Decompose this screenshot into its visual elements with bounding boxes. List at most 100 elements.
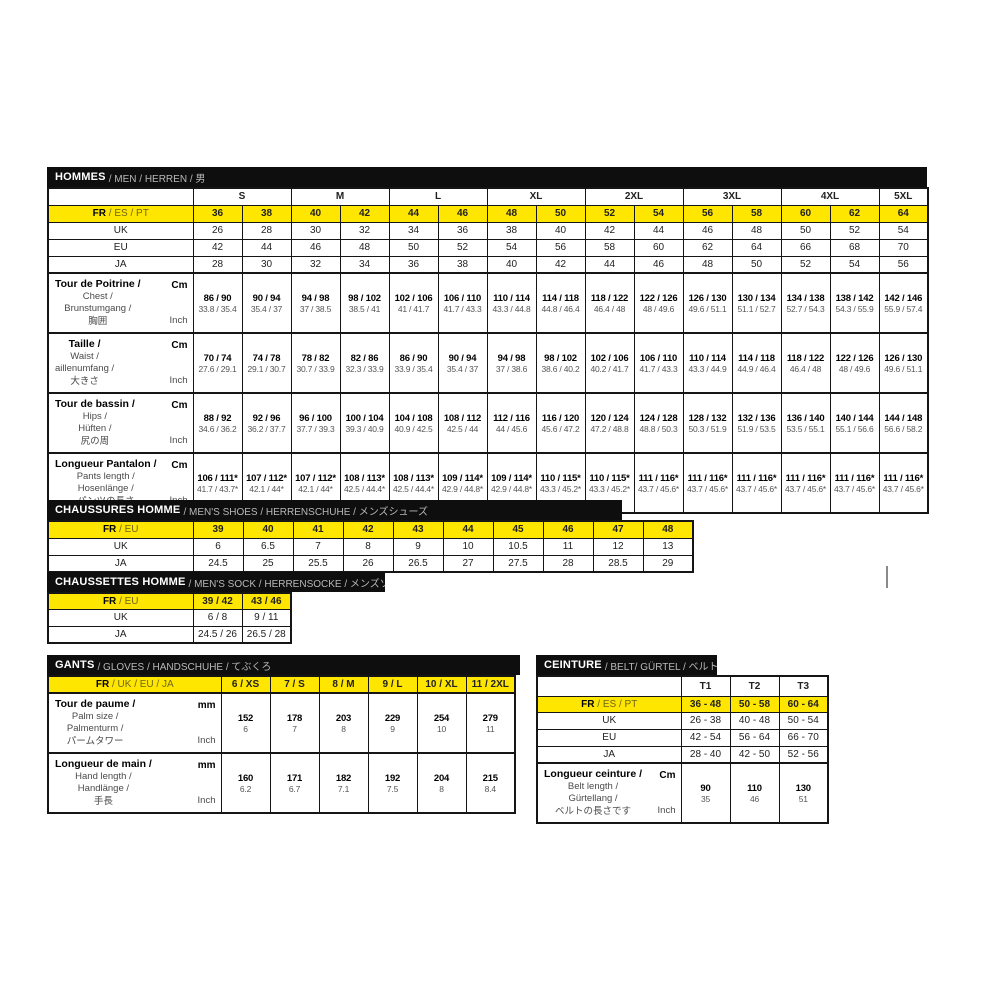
measure-label-cell: Longueur ceinture / Belt length / Gürtella… [536,762,682,824]
value-top: 109 / 114* [442,472,483,484]
fr-label: FR [102,524,117,536]
measure-label: Tour de bassin / Hips / Hüften / 尻の周 Cm Inch [49,395,192,452]
value-top: 110 / 114 [689,352,726,364]
belt-size-header-cell: T1 [680,675,731,697]
measure-label-line: Taille / [68,338,101,350]
measure-value: 98 / 102 38.6 / 40.2 [537,347,584,380]
measure-value-cell: 102 / 106 41 / 41.7 [388,272,439,334]
socks-header-bar: CHAUSSETTES HOMME / MEN'S SOCK / HERRENS… [47,572,385,592]
measure-value: 229 9 [369,707,416,740]
value-top: 111 / 116* [785,472,826,484]
row-label: UK [47,537,194,556]
uk-row: UK 26 28 30 32 34 36 38 40 42 44 46 48 50 52 54 [47,221,929,240]
measure-value: 70 / 74 27.6 / 29.1 [194,347,241,380]
ja-row: JA 24.5 / 26 26.5 / 28 [47,625,292,644]
value-top: 111 / 116* [638,472,679,484]
measure-value: 110 / 114 43.3 / 44.8 [488,287,535,320]
value-top: 78 / 82 [301,352,330,364]
size-group-cell: 4XL [780,187,880,206]
conv-value-cell: 54 [486,238,537,257]
value-top: 178 [286,712,303,724]
conv-value-cell: 40 - 48 [729,711,780,730]
measure-value-cell: 78 / 82 30.7 / 33.9 [290,332,341,394]
conv-value-cell: 10.5 [492,537,544,556]
measure-value: 109 / 114* 42.9 / 44.8* [488,467,535,500]
value-bottom: 36.2 / 37.7 [247,423,286,434]
measure-label-line: aillenumfang / [55,363,115,374]
measure-units: Cm Inch [170,398,188,448]
measure-value: 130 / 134 51.1 / 52.7 [733,287,780,320]
value-top: 118 / 122 [786,352,825,364]
measure-value: 111 / 116* 43.7 / 45.6* [831,467,878,500]
measure-value: 108 / 112 42.5 / 44 [439,407,486,440]
measure-value: 111 / 116* 43.7 / 45.6* [880,467,927,500]
value-bottom: 8 [341,723,346,734]
fr-label-cell: FR / UK / EU / JA [47,675,222,694]
value-bottom: 43.7 / 45.6* [686,483,729,494]
unit-top-label: Cm [659,770,676,781]
value-bottom: 40.9 / 42.5 [394,423,433,434]
eu-row: EU 42 44 46 48 50 52 54 56 58 60 62 64 66 68 70 [47,238,929,257]
measure-label-cell: Tour de bassin / Hips / Hüften / 尻の周 Cm Inch [47,392,194,454]
measure-row-chest: Tour de Poitrine / Chest / Brunstumgang / 胸… [47,272,929,334]
measure-value-cell: 94 / 98 37 / 38.6 [486,332,537,394]
measure-value: 98 / 102 38.5 / 41 [341,287,388,320]
measure-label-line: Gürtellang / [568,793,618,804]
measure-value-cell: 98 / 102 38.6 / 40.2 [535,332,586,394]
measure-label-cell: Taille / Waist / aillenumfang / 大きさ Cm Inch [47,332,194,394]
value-bottom: 42.5 / 44.4* [343,483,386,494]
measure-value-cell: 132 / 136 51.9 / 53.5 [731,392,782,454]
hommes-header-bar: HOMMES / MEN / HERREN / 男 [47,167,927,187]
measure-value-cell: 90 / 94 35.4 / 37 [437,332,488,394]
conv-value-cell: 66 [780,238,831,257]
conv-value-cell: 30 [290,221,341,240]
hommes-section: HOMMES / MEN / HERREN / 男 S M L XL 2XL 3XL 4XL… [47,167,929,514]
measure-value: 142 / 146 55.9 / 57.4 [880,287,927,320]
measure-value: 116 / 120 45.6 / 47.2 [537,407,584,440]
value-bottom: 41.7 / 43.3 [443,303,482,314]
value-top: 122 / 126 [639,292,678,304]
conv-value-cell: 6.5 [242,537,294,556]
measure-value: 100 / 104 39.3 / 40.9 [341,407,388,440]
value-top: 100 / 104 [345,412,384,424]
measure-value: 104 / 108 40.9 / 42.5 [390,407,437,440]
measure-value: 114 / 118 44.8 / 46.4 [537,287,584,320]
value-bottom: 43.3 / 44.9 [688,363,727,374]
fr-size-cell: 46 [542,520,594,539]
value-top: 70 / 74 [203,352,232,364]
measure-label-line: Palm size / [71,710,119,722]
measure-value: 178 7 [271,707,318,740]
measure-value: 111 / 116* 43.7 / 45.6* [635,467,682,500]
conv-value-cell: 38 [437,255,488,274]
value-bottom: 11 [486,723,495,734]
value-top: 102 / 106 [394,292,433,304]
conv-value-cell: 50 - 54 [778,711,829,730]
conv-value-cell: 29 [642,554,694,573]
measure-value: 144 / 148 56.6 / 58.2 [880,407,927,440]
gloves-title: GANTS [55,659,95,671]
measure-value: 130 51 [780,777,827,810]
measure-value: 136 / 140 53.5 / 55.1 [782,407,829,440]
measure-label-line: 胸囲 [88,315,108,327]
measure-label-lines: Longueur de main / Hand length / Handlänge… [55,758,152,808]
measure-value: 74 / 78 29.1 / 30.7 [243,347,290,380]
socks-section: CHAUSSETTES HOMME / MEN'S SOCK / HERRENS… [47,572,385,644]
conv-value-cell: 52 [829,221,880,240]
conv-value-cell: 13 [642,537,694,556]
fr-size-cell: 47 [592,520,644,539]
conv-value-cell: 30 [241,255,292,274]
conv-value-cell: 64 [731,238,782,257]
measure-value-cell: 140 / 144 55.1 / 56.6 [829,392,880,454]
size-group-cell: XL [486,187,586,206]
measure-value-cell: 116 / 120 45.6 / 47.2 [535,392,586,454]
value-top: 122 / 126 [835,352,874,364]
measure-value-cell: 254 10 [416,692,467,754]
value-bottom: 47.2 / 48.8 [590,423,629,434]
value-top: 108 / 113* [393,472,434,484]
measure-value-cell: 118 / 122 46.4 / 48 [780,332,831,394]
measure-label: Taille / Waist / aillenumfang / 大きさ Cm Inch [49,335,192,392]
conv-value-cell: 9 / 11 [241,608,292,627]
measure-value: 118 / 122 46.4 / 48 [782,347,829,380]
value-top: 108 / 112 [443,412,482,424]
value-top: 86 / 90 [399,352,428,364]
